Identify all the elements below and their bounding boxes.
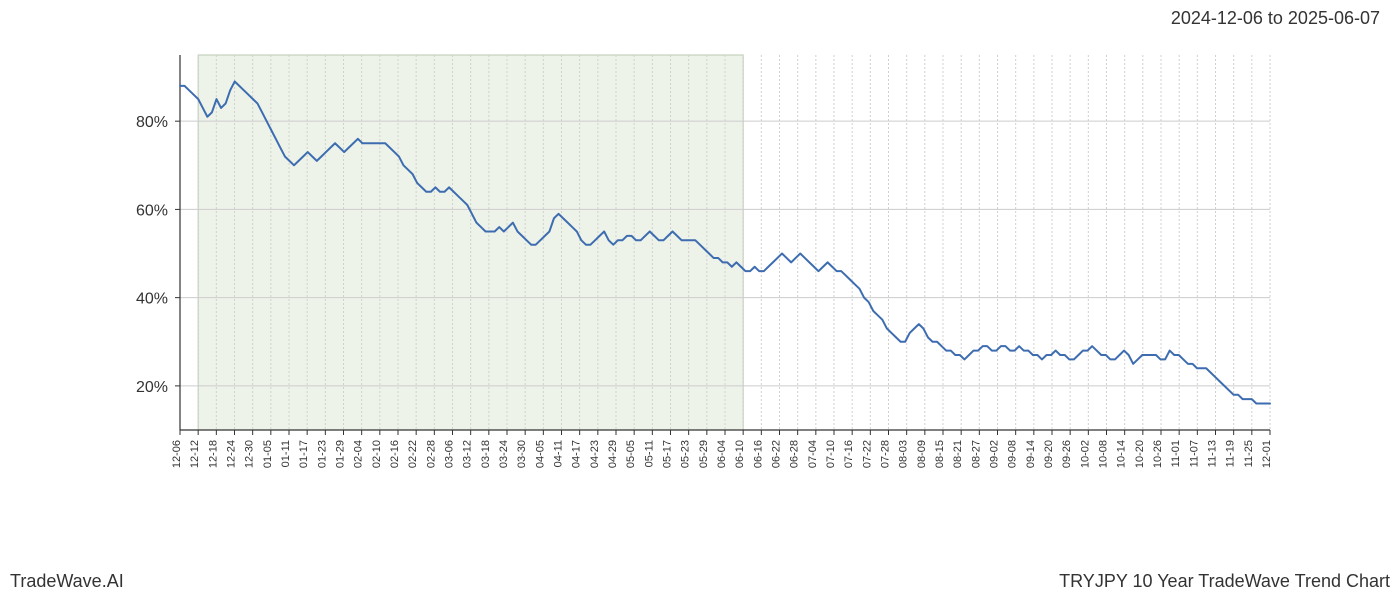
svg-text:05-11: 05-11	[643, 440, 655, 467]
svg-text:12-30: 12-30	[244, 440, 256, 468]
svg-text:04-17: 04-17	[571, 440, 583, 468]
svg-text:10-08: 10-08	[1098, 440, 1110, 468]
svg-text:07-28: 07-28	[880, 440, 892, 468]
svg-text:02-04: 02-04	[353, 440, 365, 468]
svg-text:60%: 60%	[136, 202, 168, 219]
svg-text:06-28: 06-28	[789, 440, 801, 468]
svg-text:06-16: 06-16	[752, 440, 764, 468]
svg-text:03-18: 03-18	[480, 440, 492, 468]
svg-text:05-23: 05-23	[680, 440, 692, 468]
svg-text:11-01: 11-01	[1170, 440, 1182, 467]
svg-text:08-15: 08-15	[934, 440, 946, 468]
svg-text:02-16: 02-16	[389, 440, 401, 468]
svg-text:05-29: 05-29	[698, 440, 710, 468]
svg-text:10-14: 10-14	[1116, 440, 1128, 468]
svg-text:11-13: 11-13	[1207, 440, 1219, 467]
svg-text:09-14: 09-14	[1025, 440, 1037, 468]
svg-text:06-22: 06-22	[771, 440, 783, 468]
svg-text:02-10: 02-10	[371, 440, 383, 468]
svg-text:07-22: 07-22	[861, 440, 873, 468]
svg-text:10-02: 10-02	[1079, 440, 1091, 468]
date-range-label: 2024-12-06 to 2025-06-07	[1171, 8, 1380, 29]
svg-text:03-30: 03-30	[516, 440, 528, 468]
svg-text:80%: 80%	[136, 114, 168, 131]
svg-text:02-28: 02-28	[425, 440, 437, 468]
svg-text:03-12: 03-12	[462, 440, 474, 468]
svg-text:01-05: 01-05	[262, 440, 274, 468]
svg-text:09-08: 09-08	[1007, 440, 1019, 468]
svg-text:12-24: 12-24	[226, 440, 238, 468]
svg-text:12-01: 12-01	[1261, 440, 1273, 468]
svg-text:04-11: 04-11	[553, 440, 565, 467]
svg-text:12-12: 12-12	[189, 440, 201, 468]
svg-text:03-06: 03-06	[444, 440, 456, 468]
svg-text:06-04: 06-04	[716, 440, 728, 468]
svg-text:04-23: 04-23	[589, 440, 601, 468]
svg-text:08-03: 08-03	[898, 440, 910, 468]
svg-text:01-23: 01-23	[316, 440, 328, 468]
svg-text:07-16: 07-16	[843, 440, 855, 468]
svg-text:04-29: 04-29	[607, 440, 619, 468]
svg-text:08-27: 08-27	[970, 440, 982, 468]
svg-text:20%: 20%	[136, 379, 168, 396]
svg-text:03-24: 03-24	[498, 440, 510, 468]
svg-text:04-05: 04-05	[534, 440, 546, 468]
svg-text:01-11: 01-11	[280, 440, 292, 467]
svg-text:02-22: 02-22	[407, 440, 419, 468]
svg-text:06-10: 06-10	[734, 440, 746, 468]
svg-text:07-04: 07-04	[807, 440, 819, 468]
svg-text:10-26: 10-26	[1152, 440, 1164, 468]
svg-text:40%: 40%	[136, 291, 168, 308]
trend-chart: 20% 40% 60% 80% 12-06 12-12 12-18 12-24 12-30 01-…	[90, 45, 1280, 490]
brand-label: TradeWave.AI	[10, 571, 124, 592]
svg-text:05-05: 05-05	[625, 440, 637, 468]
svg-text:07-10: 07-10	[825, 440, 837, 468]
svg-text:09-26: 09-26	[1061, 440, 1073, 468]
svg-text:05-17: 05-17	[662, 440, 674, 468]
svg-text:11-25: 11-25	[1243, 440, 1255, 467]
svg-text:11-19: 11-19	[1225, 440, 1237, 467]
svg-text:08-21: 08-21	[952, 440, 964, 468]
chart-title: TRYJPY 10 Year TradeWave Trend Chart	[1059, 571, 1390, 592]
svg-text:12-06: 12-06	[171, 440, 183, 468]
svg-text:08-09: 08-09	[916, 440, 928, 468]
svg-text:10-20: 10-20	[1134, 440, 1146, 468]
svg-text:09-20: 09-20	[1043, 440, 1055, 468]
svg-text:12-18: 12-18	[207, 440, 219, 468]
svg-text:11-07: 11-07	[1188, 440, 1200, 467]
chart-svg: 20% 40% 60% 80% 12-06 12-12 12-18 12-24 12-30 01-…	[90, 45, 1280, 490]
svg-text:01-17: 01-17	[298, 440, 310, 468]
svg-text:01-29: 01-29	[335, 440, 347, 468]
svg-text:09-02: 09-02	[989, 440, 1001, 468]
